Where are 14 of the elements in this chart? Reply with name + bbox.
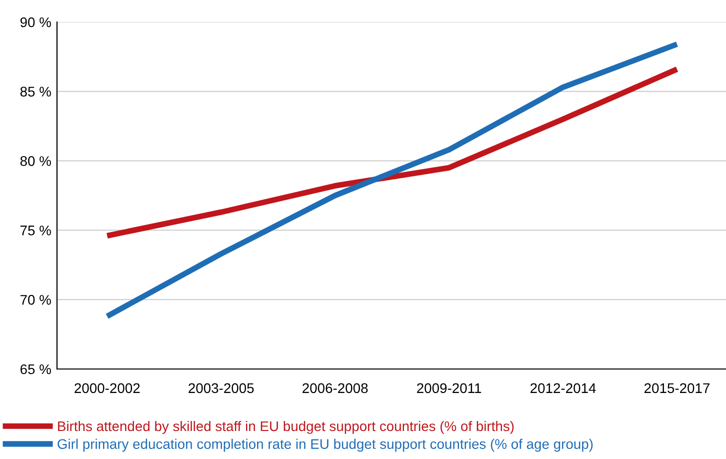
y-tick-label: 85 %	[20, 86, 51, 97]
legend-label: Girl primary education completion rate in EU budget support countries (% of age group)	[58, 438, 593, 452]
y-tick-label: 75 %	[20, 226, 51, 236]
y-tick-label: 65 %	[20, 364, 51, 374]
x-tick-label: 2009-2011	[417, 383, 482, 394]
x-tick-label: 2003-2005	[188, 383, 254, 394]
y-tick-label: 70 %	[20, 294, 51, 305]
legend-label: Births attended by skilled staff in EU budget support countries (% of births)	[58, 420, 514, 434]
y-tick-label: 80 %	[20, 156, 51, 166]
x-tick-label: 2012-2014	[530, 383, 596, 394]
x-tick-label: 2000-2002	[74, 383, 140, 394]
y-tick-label: 90 %	[20, 17, 51, 28]
x-tick-label: 2015-2017	[644, 383, 710, 394]
x-tick-label: 2006-2008	[302, 383, 368, 394]
